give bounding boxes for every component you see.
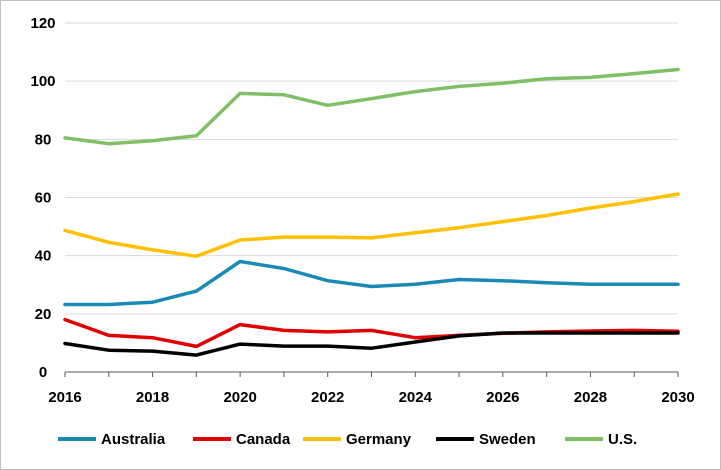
x-tick-label: 2022 [311, 389, 344, 406]
series-line-sweden [63, 331, 680, 357]
y-tick-label: 20 [35, 306, 52, 323]
legend-label-canada: Canada [236, 431, 291, 448]
legend-label-germany: Germany [346, 431, 412, 448]
series-line-australia [63, 259, 680, 307]
legend-label-us: U.S. [608, 431, 637, 448]
y-tick-label: 80 [35, 131, 52, 148]
x-tick-label: 2030 [661, 389, 694, 406]
x-tick-label: 2024 [399, 389, 433, 406]
axes [64, 371, 679, 377]
y-tick-label: 120 [30, 15, 55, 32]
y-tick-label: 40 [35, 248, 52, 265]
legend: Australia Canada Germany Sweden U.S. [58, 431, 637, 448]
y-axis-tick-labels: 0 20 40 60 80 100 120 [30, 15, 55, 381]
series-lines [63, 67, 680, 357]
x-tick-label: 2026 [486, 389, 519, 406]
series-line-germany [63, 192, 680, 258]
gridlines [65, 22, 678, 315]
y-tick-label: 100 [30, 73, 55, 90]
legend-label-australia: Australia [101, 431, 166, 448]
x-axis-tick-labels: 2016 2018 2020 2022 2024 2026 2028 2030 [48, 389, 694, 406]
series-line-us [63, 67, 680, 146]
y-tick-label: 0 [39, 364, 47, 381]
legend-label-sweden: Sweden [479, 431, 536, 448]
x-tick-label: 2018 [136, 389, 169, 406]
x-tick-label: 2016 [48, 389, 81, 406]
y-tick-label: 60 [35, 190, 52, 207]
x-tick-label: 2020 [223, 389, 256, 406]
x-tick-label: 2028 [574, 389, 607, 406]
